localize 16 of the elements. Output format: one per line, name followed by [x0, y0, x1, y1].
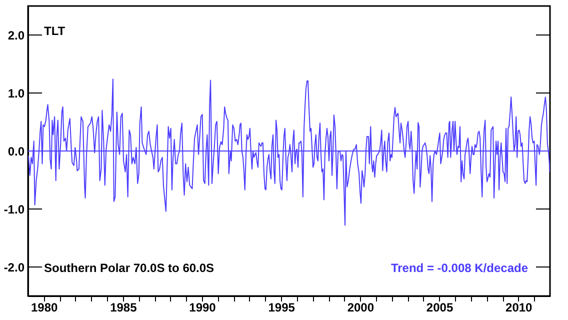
- text: TLT: [44, 24, 66, 38]
- annotation: Southern Polar 70.0S to 60.0S: [44, 261, 214, 275]
- x-tick-label: 2005: [426, 300, 454, 314]
- y-tick-label: -2.0: [4, 260, 25, 274]
- annotation: Trend = -0.008 K/decade: [390, 261, 528, 275]
- x-tick-label: 2000: [347, 300, 374, 314]
- y-tick-label: 1.0: [8, 86, 25, 100]
- y-tick-label: 2.0: [8, 28, 25, 42]
- x-tick-label: 1995: [268, 300, 296, 314]
- x-tick-label: 1985: [110, 300, 138, 314]
- y-tick-label: -1.0: [4, 202, 25, 216]
- line-series: [28, 78, 550, 226]
- x-tick-label: 1990: [189, 300, 216, 314]
- x-tick-label: 1980: [30, 300, 58, 314]
- y-tick-label: 0.0: [8, 144, 25, 158]
- x-tick-label: 2010: [506, 300, 533, 314]
